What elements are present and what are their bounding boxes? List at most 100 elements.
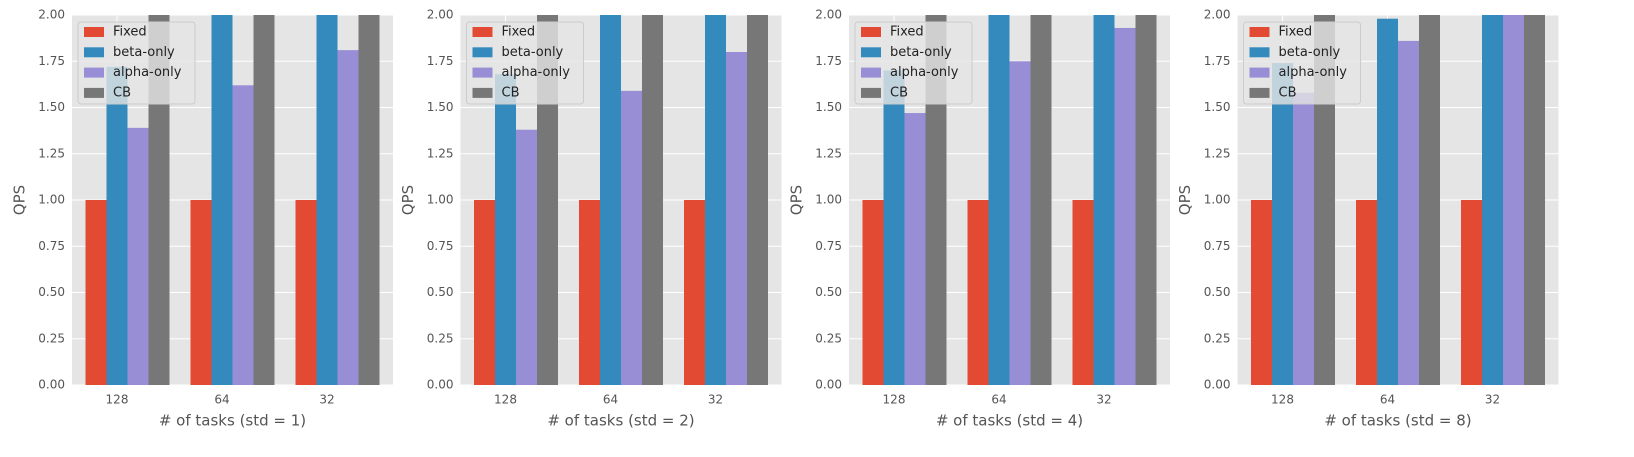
bar	[883, 70, 905, 385]
x-tick-label: 32	[708, 393, 723, 407]
bar	[295, 200, 317, 385]
bar	[1482, 15, 1503, 385]
x-tick-label: 64	[991, 393, 1006, 407]
bar	[1072, 200, 1094, 385]
y-tick-label: 1.25	[38, 146, 65, 160]
panel: 0.00 0.25 0.50 0.75 1.00 1.25 1.50 1.75 2.00 128 6…	[788, 8, 1170, 430]
bar	[579, 200, 600, 385]
x-tick-label: 128	[1271, 393, 1294, 407]
legend-label: CB	[1279, 85, 1297, 100]
bar	[642, 15, 663, 385]
legend-label: Fixed	[502, 25, 536, 40]
bars	[474, 15, 768, 385]
y-axis-label: QPS	[399, 185, 417, 215]
y-tick-label: 1.00	[427, 193, 454, 207]
legend-swatch	[84, 87, 104, 98]
bar	[190, 200, 212, 385]
bar	[232, 85, 254, 385]
y-tick-label: 0.75	[427, 239, 454, 253]
y-tick-label: 0.25	[427, 331, 454, 345]
y-tick-label: 1.50	[38, 100, 65, 114]
legend-swatch	[1249, 47, 1270, 58]
bar	[537, 15, 558, 385]
legend-label: beta-only	[1279, 45, 1341, 60]
bar	[1135, 15, 1157, 385]
x-axis-label: # of tasks (std = 2)	[547, 412, 694, 430]
y-tick-label: 1.25	[427, 146, 454, 160]
bar	[127, 127, 149, 385]
bars	[1251, 15, 1545, 385]
bar	[1114, 27, 1136, 385]
y-tick-label: 1.75	[427, 54, 454, 68]
legend-label: alpha-only	[1279, 65, 1348, 80]
y-tick-label: 1.75	[815, 54, 842, 68]
bars	[85, 15, 380, 385]
legend-label: CB	[890, 85, 908, 100]
x-tick-label: 64	[603, 393, 618, 407]
bar	[1377, 18, 1398, 385]
x-tick-label: 32	[319, 393, 334, 407]
x-axis-label: # of tasks (std = 1)	[159, 412, 306, 430]
bar	[495, 74, 516, 385]
bar	[1419, 15, 1440, 385]
bar	[705, 15, 726, 385]
legend-box	[77, 21, 196, 105]
legend-swatch	[472, 87, 493, 98]
y-tick-label: 1.25	[815, 146, 842, 160]
bar	[358, 15, 380, 385]
bar	[862, 200, 884, 385]
bar	[106, 66, 128, 385]
bar	[1093, 15, 1115, 385]
legend-swatch	[1249, 67, 1270, 78]
bar	[600, 15, 621, 385]
panel: 0.00 0.25 0.50 0.75 1.00 1.25 1.50 1.75 2.00 128 6…	[11, 8, 393, 430]
y-tick-label: 1.00	[815, 193, 842, 207]
y-tick-label: 0.50	[815, 285, 842, 299]
x-tick-label: 128	[883, 393, 906, 407]
bar	[1356, 200, 1377, 385]
legend-swatch	[84, 67, 104, 78]
bar	[516, 129, 537, 385]
x-tick-label: 128	[106, 393, 129, 407]
panel: 0.00 0.25 0.50 0.75 1.00 1.25 1.50 1.75 2.00 128 6…	[1176, 8, 1559, 430]
legend-swatch	[861, 27, 881, 37]
legend-label: alpha-only	[113, 65, 182, 80]
x-axis-label: # of tasks (std = 4)	[936, 412, 1083, 430]
bars	[862, 15, 1157, 385]
bar	[726, 52, 747, 385]
legend-label: alpha-only	[502, 65, 571, 80]
legend-label: CB	[113, 85, 131, 100]
y-tick-label: 0.75	[38, 239, 65, 253]
y-tick-label: 1.50	[815, 100, 842, 114]
legend-label: beta-only	[502, 45, 564, 60]
bar	[1398, 40, 1419, 385]
x-tick-label: 32	[1096, 393, 1111, 407]
legend-label: CB	[502, 85, 520, 100]
legend-swatch	[84, 47, 104, 58]
y-tick-label: 1.75	[38, 54, 65, 68]
y-tick-label: 1.50	[427, 100, 454, 114]
y-tick-label: 1.75	[1204, 54, 1231, 68]
legend-label: Fixed	[1279, 25, 1313, 40]
bar	[211, 15, 233, 385]
x-axis-label: # of tasks (std = 8)	[1324, 412, 1471, 430]
bar	[337, 50, 359, 385]
y-tick-label: 1.00	[38, 193, 65, 207]
y-tick-label: 2.00	[1204, 8, 1231, 22]
panel: 0.00 0.25 0.50 0.75 1.00 1.25 1.50 1.75 2.00 128 6…	[399, 8, 782, 430]
x-tick-label: 64	[214, 393, 229, 407]
y-tick-label: 0.50	[38, 285, 65, 299]
y-tick-label: 0.50	[427, 285, 454, 299]
bar	[85, 200, 107, 385]
bar	[621, 90, 642, 385]
y-tick-label: 1.25	[1204, 146, 1231, 160]
bar	[925, 15, 947, 385]
legend-box	[1243, 21, 1361, 105]
bar	[474, 200, 495, 385]
legend-swatch	[861, 87, 881, 98]
bar	[1461, 200, 1482, 385]
bar	[1251, 200, 1272, 385]
bar	[148, 15, 170, 385]
legend-swatch	[861, 47, 881, 58]
